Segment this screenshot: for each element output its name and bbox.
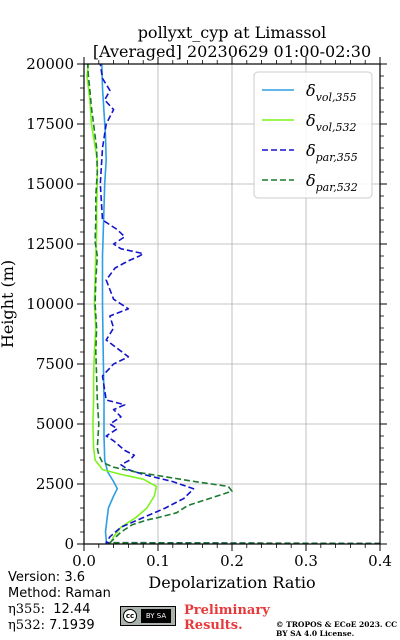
y-tick-label: 15000 (26, 175, 74, 193)
y-tick-label: 7500 (36, 355, 74, 373)
y-tick-label: 12500 (26, 235, 74, 253)
y-tick-label: 0 (64, 535, 74, 553)
y-tick-label: 2500 (36, 475, 74, 493)
copyright-text: © TROPOS & ECoE 2023. CC BY SA 4.0 Licen… (276, 620, 398, 638)
x-tick-label: 0.1 (146, 552, 170, 570)
x-axis-label: Depolarization Ratio (148, 573, 315, 592)
y-tick-label: 5000 (36, 415, 74, 433)
legend: δvol,355 δvol,532 δpar,355 δpar,532 (253, 71, 373, 199)
cc-icon: cc (123, 609, 137, 623)
x-tick-label: 0.4 (368, 552, 392, 570)
legend-entry: δvol,355 (306, 81, 357, 104)
y-axis-label: Height (m) (0, 260, 17, 348)
chart-title-line-2: [Averaged] 20230629 01:00-02:30 (93, 42, 371, 61)
x-tick-label: 0.3 (294, 552, 318, 570)
version-text: Version: 3.6 (8, 570, 85, 585)
method-text: Method: Raman (8, 586, 111, 601)
y-tick-label: 20000 (26, 55, 74, 73)
eta532-label: η532: (8, 618, 45, 633)
info-block: Version: 3.6 Method: Raman η355: 12.44 η… (8, 570, 111, 634)
eta355-value: 12.44 (53, 602, 91, 617)
y-tick-label: 10000 (26, 295, 74, 313)
eta532-value: 7.1939 (49, 618, 95, 633)
series-line-vol-355 (101, 64, 119, 544)
cc-license-badge: cc BY SA (120, 606, 176, 626)
axis-ticks: 0.0 0.1 0.2 0.3 0.4 0 2500 5000 7500 10000 12500 15… (26, 55, 392, 570)
legend-entry: δvol,532 (306, 111, 357, 134)
legend-entry: δpar,532 (306, 171, 358, 194)
legend-entry: δpar,355 (306, 141, 358, 164)
legend-box (253, 71, 373, 199)
eta532-row: η532: 7.1939 (8, 618, 111, 634)
data-series (86, 64, 380, 544)
series-line-par-355 (99, 64, 380, 544)
preliminary-results-text: Preliminary Results. (184, 603, 270, 633)
by-sa-icon: BY SA (141, 609, 171, 623)
eta355-row: η355: 12.44 (8, 602, 111, 618)
series-line-par-532 (86, 64, 380, 544)
chart-title-line-1: pollyxt_cyp at Limassol (138, 23, 327, 42)
y-tick-label: 17500 (26, 115, 74, 133)
x-tick-label: 0.0 (72, 552, 96, 570)
eta355-label: η355: (8, 602, 45, 617)
x-tick-label: 0.2 (220, 552, 244, 570)
